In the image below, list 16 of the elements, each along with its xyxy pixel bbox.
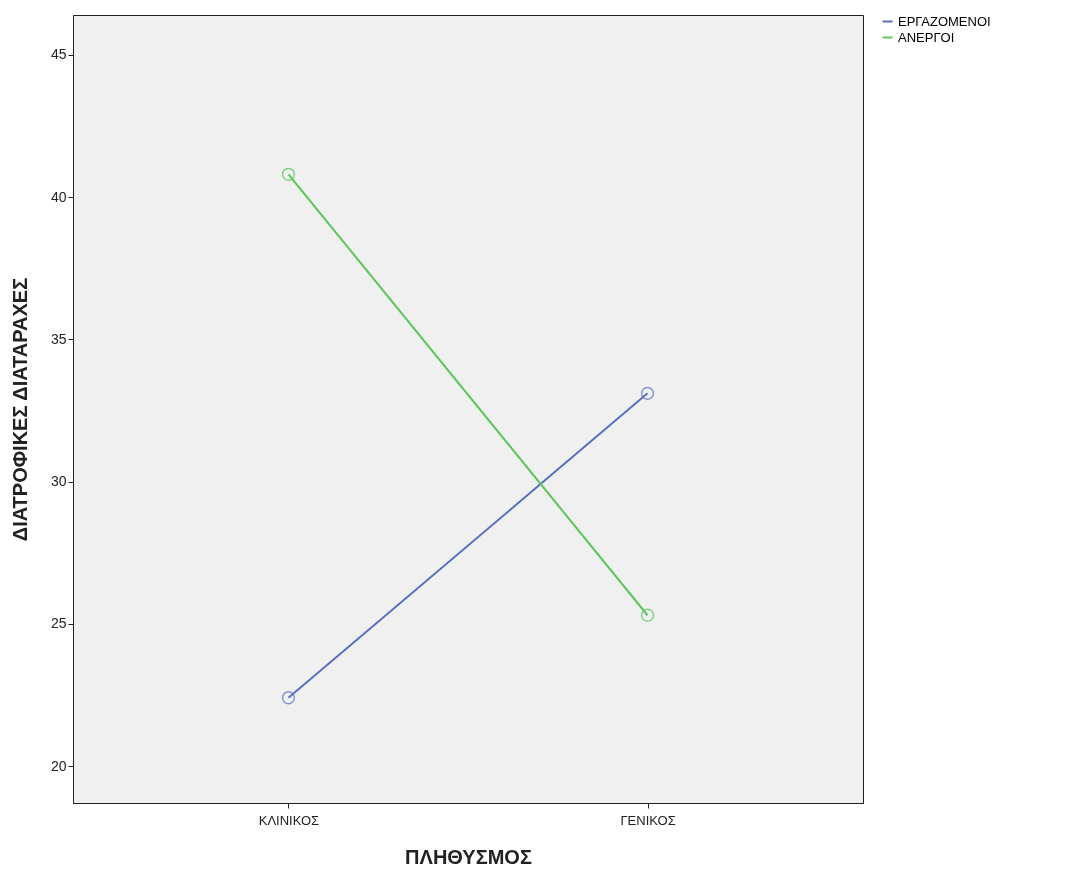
y-tick-label: 35 xyxy=(50,330,67,347)
point xyxy=(640,608,655,622)
point xyxy=(640,386,655,401)
point xyxy=(281,167,296,181)
y-tick-label: 30 xyxy=(50,473,67,490)
x-tick-label: ΓΕΝΙΚΟΣ xyxy=(620,812,676,828)
point xyxy=(281,691,296,705)
y-axis-title: ΔΙΑΤΡΟΦΙΚΕΣ ΔΙΑΤΑΡΑΧΕΣ xyxy=(8,277,31,542)
legend-label: ΕΡΓΑΖΟΜΕΝΟΙ xyxy=(898,13,991,29)
legend-label: ΑΝΕΡΓΟΙ xyxy=(898,29,955,45)
y-tick-label: 25 xyxy=(50,615,67,632)
x-axis-title: ΠΛΗΘΥΣΜΟΣ xyxy=(405,845,532,868)
y-tick-label: 45 xyxy=(50,46,67,63)
y-tick-label: 20 xyxy=(50,757,67,774)
x-tick-label: ΚΛΙΝΙΚΟΣ xyxy=(258,812,320,828)
y-tick-label: 40 xyxy=(50,188,67,205)
